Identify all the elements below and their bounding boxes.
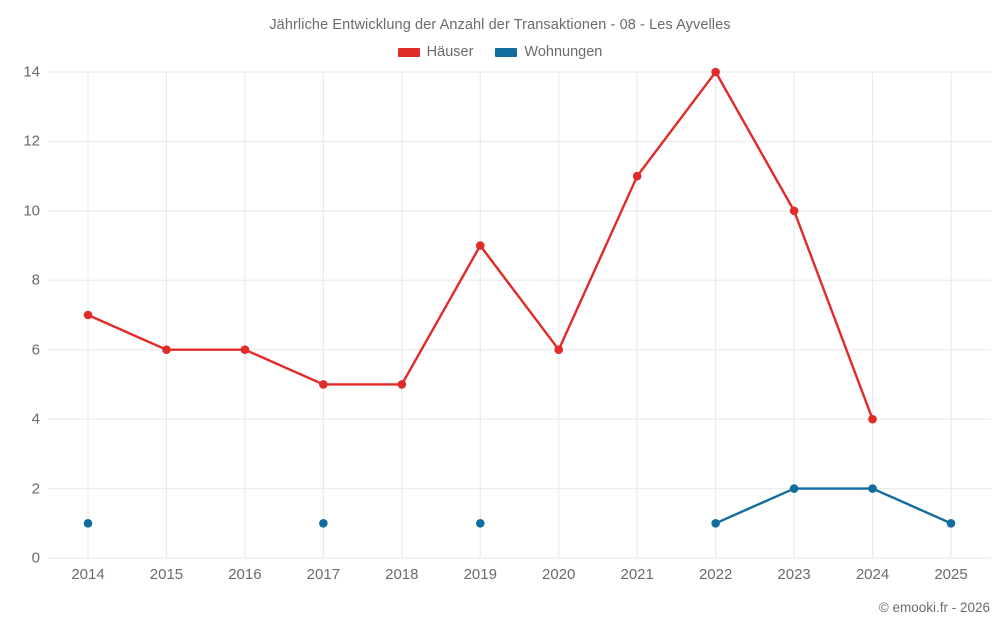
data-point[interactable] bbox=[789, 206, 799, 216]
x-tick-label: 2022 bbox=[698, 566, 733, 583]
data-point[interactable] bbox=[240, 345, 250, 355]
legend-label-wohnungen: Wohnungen bbox=[524, 44, 603, 60]
data-point[interactable] bbox=[162, 345, 171, 355]
data-point[interactable] bbox=[868, 414, 877, 424]
x-tick-label: 2020 bbox=[542, 566, 576, 583]
chart-legend: Häuser Wohnungen bbox=[0, 45, 1000, 60]
y-axis-tick-labels: 0 2 4 6 8 10 12 14 bbox=[0, 64, 40, 567]
chart-title: Jährliche Entwicklung der Anzahl der Tra… bbox=[269, 17, 731, 33]
legend-item-hauser[interactable]: Häuser bbox=[397, 44, 474, 60]
x-tick-label: 2018 bbox=[385, 566, 419, 583]
legend-label-hauser: Häuser bbox=[426, 44, 474, 60]
y-tick-label: 10 bbox=[23, 202, 40, 220]
plot-area bbox=[48, 67, 991, 559]
y-tick-label: 4 bbox=[31, 410, 40, 428]
data-point[interactable] bbox=[632, 171, 642, 181]
data-point[interactable] bbox=[475, 518, 485, 528]
data-point[interactable] bbox=[397, 380, 407, 389]
data-point[interactable] bbox=[83, 310, 93, 320]
x-axis-tick-labels: 2014 2015 2016 2017 2018 2019 2020 2021 2022 2023… bbox=[48, 566, 991, 590]
plot-svg bbox=[48, 67, 991, 559]
y-tick-label: 6 bbox=[31, 341, 40, 359]
data-point[interactable] bbox=[319, 380, 328, 389]
series-line-1 bbox=[714, 487, 953, 525]
legend-swatch-wohnungen bbox=[495, 47, 518, 57]
y-tick-label: 12 bbox=[23, 132, 40, 150]
data-point[interactable] bbox=[319, 518, 328, 528]
y-tick-label: 0 bbox=[31, 549, 40, 567]
x-tick-label: 2019 bbox=[463, 566, 497, 583]
data-point[interactable] bbox=[711, 518, 720, 528]
footer-credit: © emooki.fr - 2026 bbox=[878, 600, 990, 615]
x-tick-label: 2021 bbox=[620, 566, 654, 583]
x-tick-label: 2014 bbox=[71, 566, 105, 583]
data-point[interactable] bbox=[475, 241, 485, 250]
data-point[interactable] bbox=[83, 518, 93, 528]
y-tick-label: 8 bbox=[31, 271, 40, 289]
data-point[interactable] bbox=[946, 518, 956, 528]
data-point[interactable] bbox=[554, 345, 564, 355]
x-tick-label: 2015 bbox=[149, 566, 184, 583]
data-point[interactable] bbox=[711, 67, 720, 77]
data-point[interactable] bbox=[868, 484, 877, 493]
x-tick-label: 2023 bbox=[777, 566, 811, 583]
x-tick-label: 2017 bbox=[306, 566, 341, 583]
legend-swatch-hauser bbox=[397, 47, 420, 57]
x-tick-label: 2024 bbox=[855, 566, 890, 583]
x-tick-label: 2016 bbox=[228, 566, 262, 583]
y-tick-label: 2 bbox=[31, 480, 40, 498]
legend-item-wohnungen[interactable]: Wohnungen bbox=[495, 45, 602, 60]
data-point[interactable] bbox=[789, 484, 799, 493]
x-tick-label: 2025 bbox=[934, 566, 968, 583]
y-tick-label: 14 bbox=[23, 63, 40, 81]
